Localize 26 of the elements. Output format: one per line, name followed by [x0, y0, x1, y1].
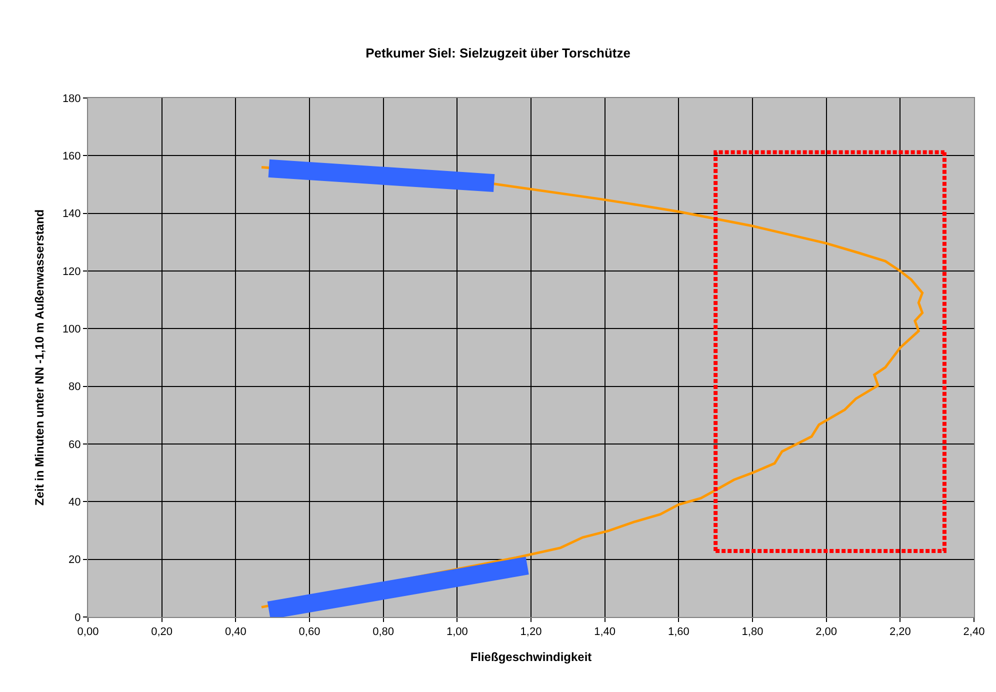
y-tick-label: 60 [68, 438, 81, 451]
y-axis-title: Zeit in Minuten unter NN -1,10 m Außenwasserstand [32, 209, 47, 506]
x-tick-label: 1,20 [520, 626, 542, 638]
x-tick-label: 2,00 [816, 626, 838, 638]
y-tick-label: 120 [62, 266, 81, 278]
y-tick-label: 40 [68, 496, 81, 509]
x-tick-label: 0,00 [77, 626, 99, 638]
y-tick-label: 180 [62, 92, 81, 105]
x-tick-label: 1,80 [742, 626, 764, 638]
x-tick-label: 0,60 [298, 626, 320, 638]
chart-title: Petkumer Siel: Sielzugzeit über Torschütze [366, 46, 630, 61]
x-tick-label: 2,40 [963, 626, 985, 638]
x-tick-label: 0,40 [224, 626, 246, 638]
y-tick-label: 20 [68, 554, 81, 566]
x-tick-label: 1,60 [668, 626, 690, 638]
x-tick-label: 2,20 [889, 626, 911, 638]
y-tick-label: 0 [74, 612, 81, 624]
y-tick-label: 80 [68, 381, 81, 394]
x-tick-label: 0,20 [151, 626, 173, 638]
x-tick-label: 0,80 [372, 626, 394, 638]
y-tick-label: 140 [62, 208, 81, 220]
y-tick-label: 160 [62, 150, 81, 163]
x-axis-title: Fließgeschwindigkeit [470, 650, 592, 664]
x-tick-label: 1,00 [446, 626, 468, 638]
y-tick-label: 100 [62, 324, 81, 336]
x-tick-label: 1,40 [594, 626, 616, 638]
